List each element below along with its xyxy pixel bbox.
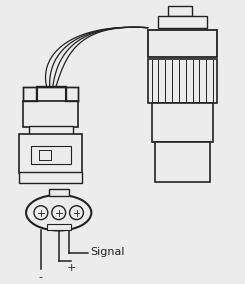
Circle shape [34, 206, 48, 220]
Bar [168, 6, 192, 16]
Bar [148, 59, 217, 103]
Bar [158, 16, 207, 28]
Bar [47, 224, 71, 231]
Circle shape [52, 206, 66, 220]
Text: -: - [39, 272, 43, 282]
Bar [39, 150, 51, 160]
Bar [152, 103, 213, 143]
Bar [36, 87, 66, 101]
Bar [155, 143, 210, 182]
Bar [65, 87, 78, 101]
Text: +: + [67, 263, 76, 273]
Bar [19, 172, 82, 183]
Bar [36, 86, 66, 95]
Circle shape [70, 206, 84, 220]
Text: Signal: Signal [90, 247, 125, 257]
Bar [148, 30, 217, 57]
Bar [49, 189, 69, 196]
Bar [19, 133, 82, 173]
Ellipse shape [26, 195, 91, 231]
Bar [29, 126, 73, 135]
Bar [23, 87, 37, 101]
Bar [23, 101, 78, 127]
Bar [31, 146, 71, 164]
